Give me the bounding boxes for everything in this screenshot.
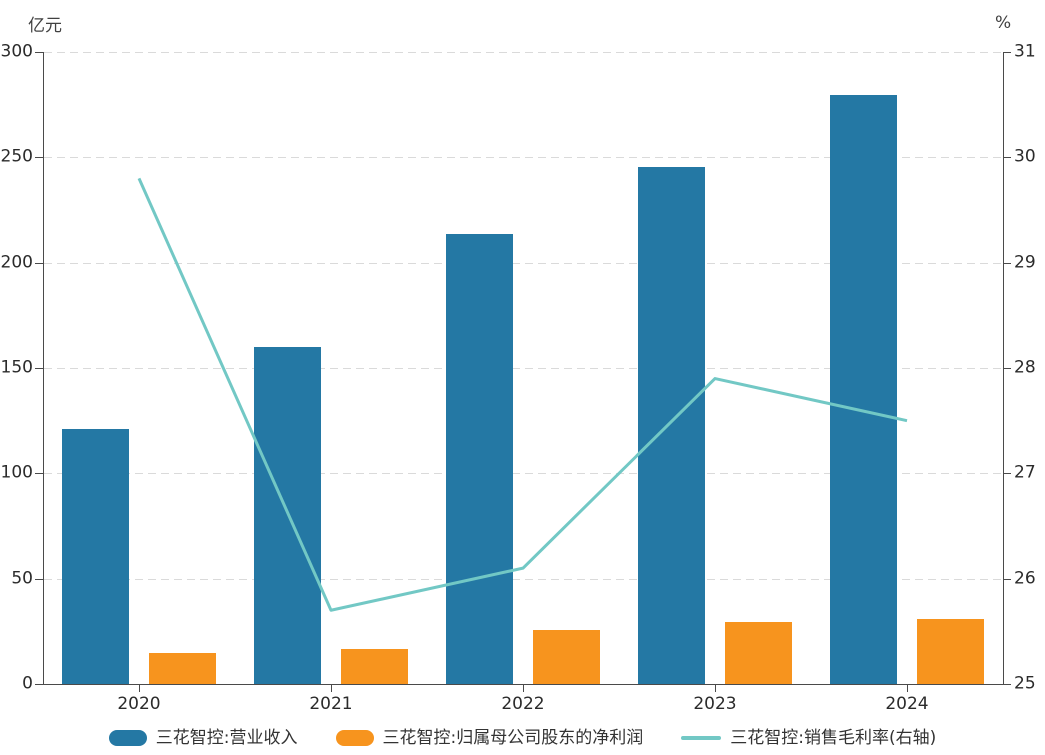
x-axis-line — [43, 684, 1004, 685]
left-axis-tick-mark — [35, 52, 43, 53]
net-profit-bar[interactable] — [341, 648, 408, 684]
right-axis-tick-mark — [1003, 52, 1011, 53]
gridline — [44, 368, 1003, 369]
right-axis-tick-mark — [1003, 368, 1011, 369]
x-axis-tick-label: 2021 — [309, 694, 353, 714]
right-axis-tick-label: 27 — [1014, 462, 1036, 483]
left-axis-tick-label: 300 — [0, 41, 33, 62]
left-axis-tick-mark — [35, 368, 43, 369]
legend-label-revenue: 三花智控:营业收入 — [155, 728, 298, 748]
right-axis-tick-label: 26 — [1014, 568, 1036, 589]
right-axis-tick-label: 31 — [1014, 41, 1036, 62]
gridline — [44, 262, 1003, 264]
x-axis-tick-mark — [331, 685, 332, 692]
left-axis-tick-label: 100 — [0, 462, 33, 483]
left-axis-tick-label: 200 — [0, 252, 33, 273]
revenue-bar[interactable] — [830, 95, 897, 684]
left-axis-tick-mark — [35, 262, 43, 264]
revenue-bar[interactable] — [638, 166, 705, 684]
x-axis-tick-label: 2024 — [885, 694, 929, 714]
left-axis-tick-mark — [35, 157, 43, 159]
right-axis-tick-label: 25 — [1014, 673, 1036, 694]
net-profit-bar[interactable] — [725, 622, 792, 684]
net-profit-bar[interactable] — [533, 629, 600, 684]
left-axis-tick-mark — [35, 578, 43, 580]
left-axis-tick-label: 50 — [11, 568, 33, 589]
revenue-bar[interactable] — [62, 428, 129, 684]
x-axis-tick-label: 2022 — [501, 694, 545, 714]
x-axis-tick-label: 2020 — [117, 694, 161, 714]
gross-margin-line — [137, 177, 908, 612]
gross-margin-line-layer — [137, 177, 908, 612]
revenue-legend-swatch-icon — [108, 730, 147, 747]
net-profit-bar[interactable] — [149, 653, 216, 684]
right-axis-tick-mark — [1003, 157, 1011, 159]
gridline — [44, 52, 1003, 53]
left-axis-unit-label: 亿元 — [28, 16, 62, 36]
x-axis-tick-mark — [139, 685, 140, 692]
right-axis-tick-label: 30 — [1014, 146, 1036, 167]
net-profit-bar[interactable] — [917, 618, 984, 684]
legend-label-gross-margin: 三花智控:销售毛利率(右轴) — [730, 728, 937, 748]
x-axis-tick-mark — [907, 685, 908, 692]
legend-item-revenue[interactable]: 三花智控:营业收入 — [108, 728, 298, 748]
x-axis-tick-label: 2023 — [693, 694, 737, 714]
legend-label-net-profit: 三花智控:归属母公司股东的净利润 — [382, 728, 644, 748]
right-axis-tick-label: 28 — [1014, 357, 1036, 378]
right-axis-unit-label: % — [995, 13, 1012, 33]
gridline — [44, 578, 1003, 580]
left-axis-tick-label: 250 — [0, 146, 33, 167]
net-profit-legend-swatch-icon — [335, 730, 374, 747]
gridline — [44, 473, 1003, 475]
revenue-bar[interactable] — [446, 234, 513, 684]
left-axis-line — [43, 52, 44, 685]
right-axis-tick-mark — [1003, 578, 1011, 580]
x-axis-tick-mark — [715, 685, 716, 692]
gridline — [44, 157, 1003, 159]
right-axis-tick-mark — [1003, 684, 1011, 685]
left-axis-tick-label: 0 — [22, 673, 33, 694]
legend-item-gross-margin[interactable]: 三花智控:销售毛利率(右轴) — [681, 728, 936, 748]
left-axis-tick-mark — [35, 684, 43, 685]
x-axis-tick-mark — [523, 685, 524, 692]
legend: 三花智控:营业收入 三花智控:归属母公司股东的净利润 三花智控:销售毛利率(右轴… — [0, 728, 1045, 748]
right-axis-tick-mark — [1003, 473, 1011, 475]
gross-margin-legend-line-icon — [681, 736, 722, 741]
right-axis-tick-label: 29 — [1014, 252, 1036, 273]
legend-item-net-profit[interactable]: 三花智控:归属母公司股东的净利润 — [335, 728, 644, 748]
right-axis-tick-mark — [1003, 262, 1011, 264]
left-axis-tick-mark — [35, 473, 43, 475]
left-axis-tick-label: 150 — [0, 357, 33, 378]
